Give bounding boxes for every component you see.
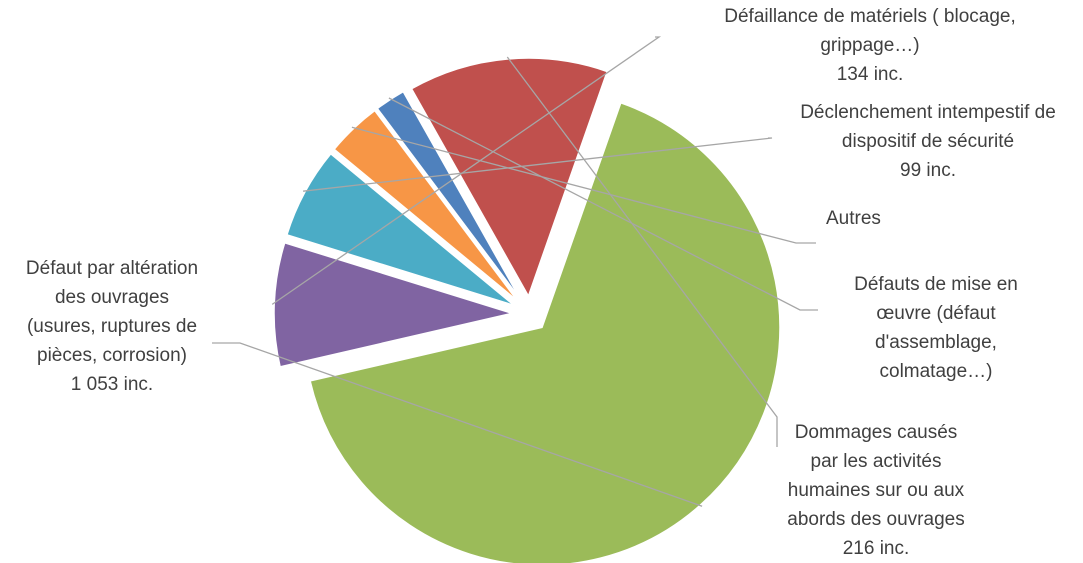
pie-slice-other <box>333 109 519 302</box>
data-label-other: Autres <box>826 208 881 229</box>
data-label-human_damage: Dommages causés par les activités humaines… <box>787 422 964 559</box>
leader-line-other <box>351 126 816 244</box>
data-label-degradation: Défaut par altération des ouvrages (usures… <box>26 258 198 395</box>
data-label-safety_trip: Déclenchement intempestif de dispositif d… <box>800 102 1056 181</box>
pie-slice-equipment <box>273 241 515 368</box>
pie-slice-human_damage <box>410 57 609 298</box>
leader-line-human_damage <box>506 56 778 447</box>
leader-line-installation <box>388 97 818 311</box>
data-label-equipment: Défaillance de matériels ( blocage, gripp… <box>724 6 1016 85</box>
leader-line-degradation <box>212 342 703 507</box>
data-label-installation: Défauts de mise en œuvre (défaut d'assembl… <box>854 274 1018 382</box>
leader-line-safety_trip <box>303 137 773 192</box>
pie-slice-safety_trip <box>285 152 515 307</box>
pie-slice-degradation <box>309 101 781 563</box>
leader-line-equipment <box>271 36 662 305</box>
